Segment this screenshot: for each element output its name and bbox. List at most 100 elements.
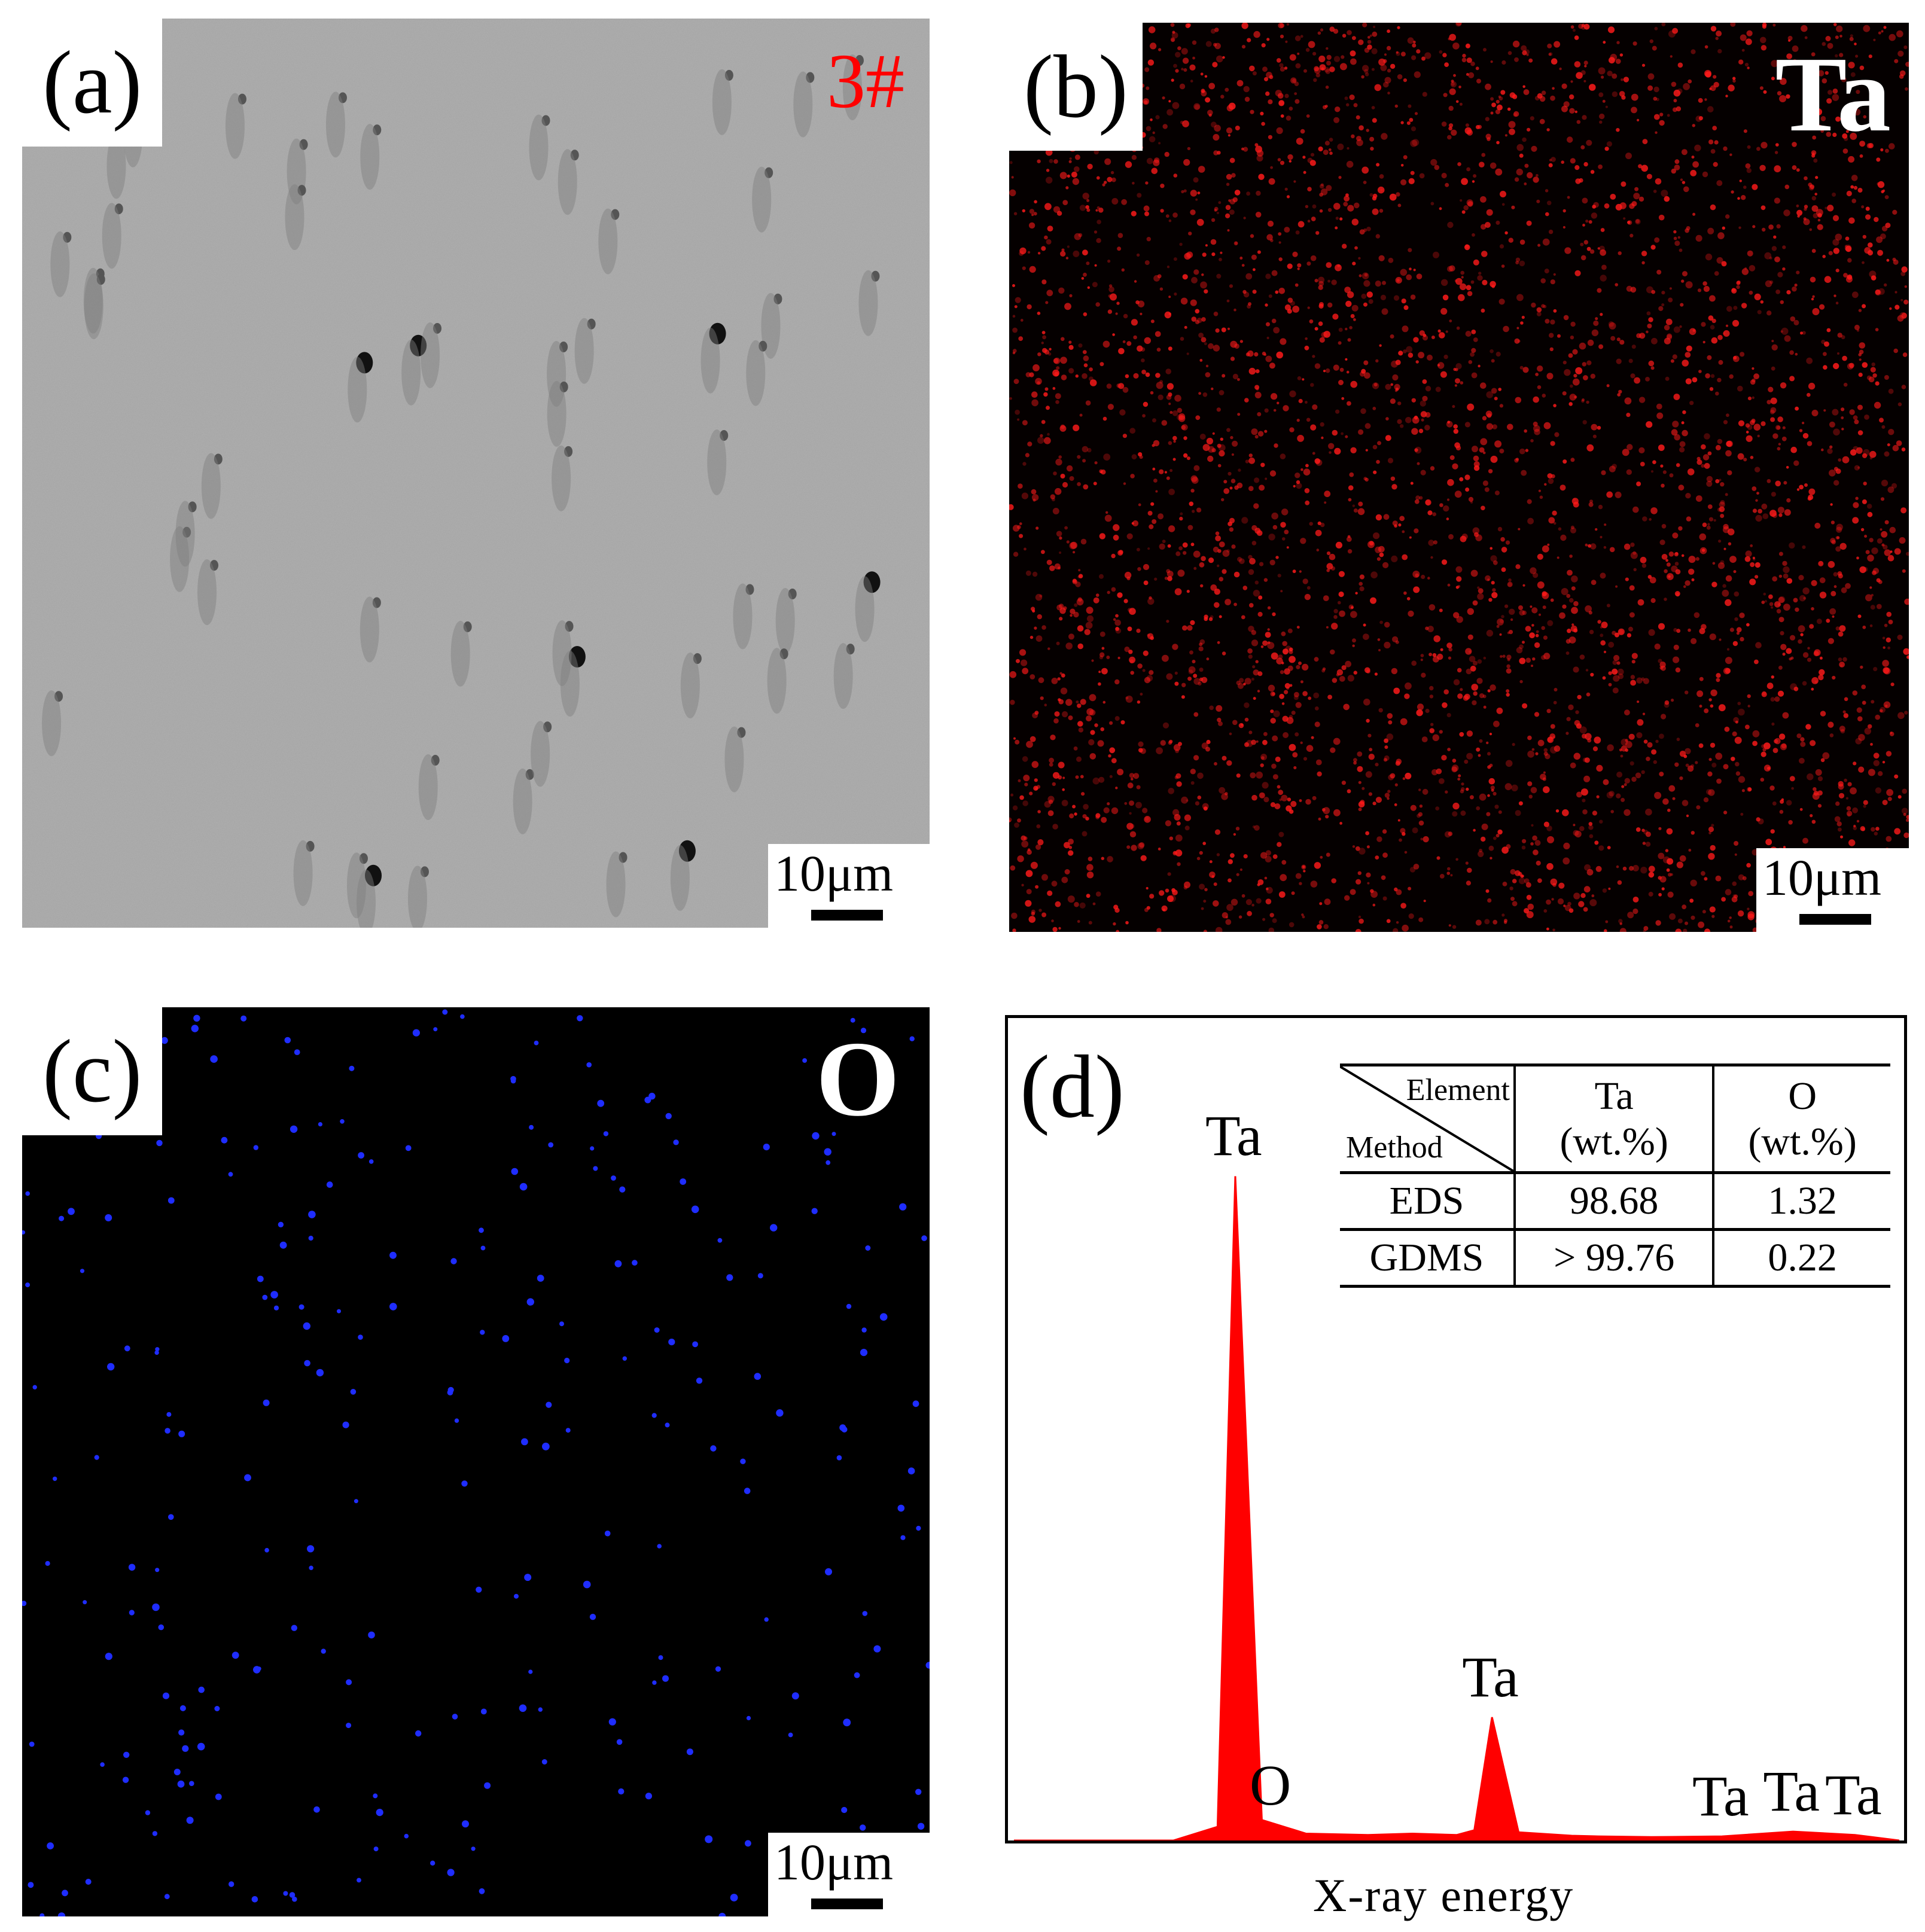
ta-signal-dot: [1158, 848, 1161, 851]
ta-signal-dot: [1501, 60, 1506, 65]
ta-signal-dot: [1251, 639, 1259, 647]
ta-signal-dot: [1521, 470, 1527, 476]
ta-signal-dot: [1433, 540, 1437, 545]
ta-signal-dot: [1815, 769, 1822, 776]
ta-signal-dot: [1061, 374, 1067, 380]
ta-signal-dot: [1456, 326, 1460, 330]
ta-signal-dot: [1031, 391, 1038, 398]
ta-signal-dot: [1799, 484, 1804, 490]
ta-signal-dot: [1643, 678, 1649, 684]
ta-signal-dot: [1041, 342, 1044, 345]
ta-signal-dot: [1350, 447, 1357, 453]
ta-signal-dot: [1208, 617, 1213, 621]
ta-signal-dot: [1232, 440, 1238, 447]
ta-signal-dot: [1382, 829, 1387, 834]
ta-signal-dot: [1313, 692, 1320, 699]
ta-signal-dot: [1710, 742, 1716, 748]
ta-signal-dot: [1190, 190, 1198, 197]
ta-signal-dot: [1738, 708, 1745, 716]
ta-signal-dot: [1035, 635, 1043, 642]
ta-signal-dot: [1181, 68, 1184, 71]
ta-signal-dot: [1318, 55, 1326, 63]
ta-signal-dot: [1079, 902, 1086, 909]
element-label-ta: Ta: [1775, 35, 1891, 154]
ta-signal-dot: [1453, 428, 1458, 434]
ta-signal-dot: [1851, 199, 1856, 203]
ta-signal-dot: [1679, 441, 1686, 447]
ta-signal-dot: [1369, 136, 1375, 142]
ta-signal-dot: [1473, 337, 1478, 342]
ta-signal-dot: [1578, 901, 1585, 907]
ta-signal-dot: [1307, 306, 1310, 309]
ta-signal-dot: [1656, 412, 1664, 419]
ta-signal-dot: [1327, 279, 1330, 283]
ta-signal-dot: [1379, 209, 1384, 213]
ta-signal-dot: [1155, 331, 1161, 337]
ta-signal-dot: [1882, 761, 1886, 764]
o-signal-dot: [900, 1535, 906, 1540]
ta-signal-dot: [1278, 790, 1284, 796]
ta-signal-dot: [1549, 333, 1554, 338]
ta-signal-dot: [1607, 26, 1615, 33]
ta-signal-dot: [1113, 534, 1119, 541]
o-signal-dot: [244, 1474, 251, 1482]
ta-signal-dot: [1373, 470, 1377, 474]
ta-signal-dot: [1382, 852, 1388, 858]
ta-signal-dot: [1062, 711, 1068, 718]
ta-signal-dot: [1031, 607, 1035, 611]
ta-signal-dot: [1479, 693, 1485, 699]
ta-signal-dot: [1833, 428, 1840, 436]
ta-signal-dot: [1804, 205, 1808, 209]
ta-signal-dot: [1881, 30, 1884, 33]
ta-signal-dot: [1603, 546, 1607, 549]
ta-signal-dot: [1479, 739, 1483, 743]
ta-signal-dot: [1287, 665, 1293, 671]
ta-signal-dot: [1083, 804, 1089, 810]
sem-pit: [372, 597, 381, 608]
ta-signal-dot: [1673, 326, 1680, 333]
o-signal-dot: [373, 1793, 378, 1799]
ta-signal-dot: [1302, 156, 1306, 159]
ta-signal-dot: [1478, 364, 1481, 368]
ta-signal-dot: [1312, 355, 1315, 358]
ta-signal-dot: [1326, 54, 1332, 60]
ta-signal-dot: [1638, 447, 1645, 454]
ta-signal-dot: [1253, 697, 1256, 700]
ta-signal-dot: [1659, 772, 1664, 777]
ta-signal-dot: [1811, 111, 1814, 114]
ta-signal-dot: [1413, 864, 1420, 870]
o-signal-dot: [502, 1335, 510, 1342]
ta-signal-dot: [1358, 501, 1363, 507]
ta-signal-dot: [1387, 713, 1393, 719]
ta-signal-dot: [1768, 224, 1774, 230]
ta-signal-dot: [1564, 247, 1571, 254]
ta-signal-dot: [1047, 432, 1050, 436]
ta-signal-dot: [1058, 287, 1065, 294]
ta-signal-dot: [1654, 26, 1658, 31]
ta-signal-dot: [1375, 797, 1382, 803]
ta-signal-dot: [1382, 562, 1389, 569]
ta-signal-dot: [1382, 896, 1387, 901]
ta-signal-dot: [1341, 397, 1345, 400]
ta-signal-dot: [1113, 922, 1116, 926]
sem-pit-shadow: [552, 445, 571, 511]
ta-signal-dot: [1490, 162, 1497, 169]
ta-signal-dot: [1422, 335, 1428, 341]
ta-signal-dot: [1286, 195, 1290, 199]
ta-signal-dot: [1345, 435, 1348, 438]
ta-signal-dot: [1673, 236, 1677, 240]
sem-pit-shadow: [346, 852, 366, 919]
ta-signal-dot: [1651, 749, 1657, 755]
ta-signal-dot: [1601, 264, 1607, 270]
ta-signal-dot: [1881, 531, 1888, 538]
ta-signal-dot: [1408, 913, 1414, 919]
ta-signal-dot: [1184, 325, 1187, 329]
ta-signal-dot: [1747, 425, 1753, 430]
ta-signal-dot: [1754, 659, 1759, 665]
ta-signal-dot: [1296, 626, 1300, 629]
ta-signal-dot: [1499, 449, 1504, 454]
ta-signal-dot: [1768, 594, 1773, 599]
ta-signal-dot: [1214, 829, 1221, 835]
o-signal-dot: [107, 1363, 115, 1371]
ta-signal-dot: [1746, 167, 1752, 173]
